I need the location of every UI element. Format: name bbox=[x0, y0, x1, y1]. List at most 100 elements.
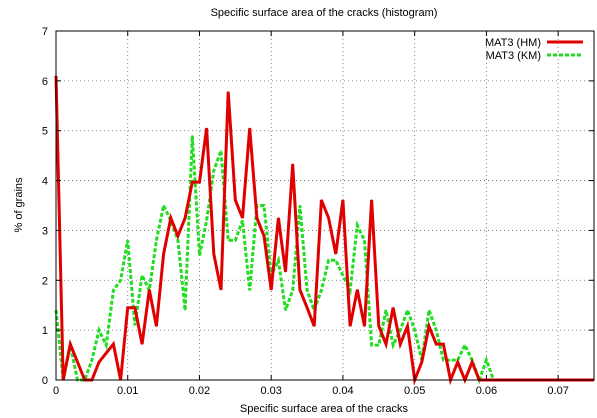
data-point-1 bbox=[241, 219, 244, 222]
data-point-0 bbox=[177, 235, 179, 237]
series-layer bbox=[54, 75, 595, 386]
data-point-0 bbox=[256, 217, 258, 219]
legend-label-0: MAT3 (HM) bbox=[485, 37, 541, 49]
data-point-0 bbox=[163, 253, 165, 255]
data-point-0 bbox=[442, 343, 444, 345]
data-point-1 bbox=[105, 344, 107, 346]
data-point-1 bbox=[356, 224, 358, 227]
y-tick-label: 2 bbox=[42, 275, 48, 287]
series-line-0 bbox=[54, 75, 594, 386]
data-point-0 bbox=[76, 361, 79, 363]
data-point-1 bbox=[449, 359, 452, 361]
data-point-1 bbox=[371, 344, 373, 346]
data-point-1 bbox=[249, 289, 251, 291]
data-point-1 bbox=[277, 259, 279, 261]
data-point-1 bbox=[213, 170, 215, 172]
data-point-0 bbox=[292, 163, 294, 165]
x-tick-label: 0.02 bbox=[189, 385, 210, 397]
y-tick-label: 6 bbox=[42, 76, 48, 88]
data-point-1 bbox=[363, 239, 366, 241]
data-point-1 bbox=[378, 344, 380, 346]
data-point-1 bbox=[184, 309, 186, 311]
data-point-0 bbox=[249, 127, 251, 129]
data-point-0 bbox=[213, 253, 215, 255]
data-point-0 bbox=[220, 289, 222, 291]
x-tick-label: 0.01 bbox=[117, 385, 138, 397]
data-point-1 bbox=[292, 289, 294, 291]
data-point-1 bbox=[320, 289, 323, 291]
data-point-0 bbox=[371, 199, 373, 201]
data-point-1 bbox=[155, 239, 158, 241]
data-point-0 bbox=[69, 343, 71, 345]
data-point-0 bbox=[284, 271, 287, 273]
data-point-0 bbox=[241, 217, 244, 219]
x-axis-label: Specific surface area of the cracks bbox=[240, 403, 409, 415]
data-point-0 bbox=[399, 343, 401, 345]
data-point-1 bbox=[299, 204, 301, 207]
data-point-0 bbox=[127, 307, 129, 309]
data-point-1 bbox=[342, 274, 344, 276]
data-point-0 bbox=[184, 217, 186, 219]
data-point-1 bbox=[127, 239, 129, 241]
data-point-0 bbox=[313, 325, 315, 327]
data-point-0 bbox=[471, 361, 473, 363]
series-line-1 bbox=[54, 135, 594, 385]
data-point-0 bbox=[342, 199, 344, 201]
data-point-0 bbox=[421, 361, 423, 363]
data-point-1 bbox=[284, 309, 287, 311]
plot-frame bbox=[55, 30, 595, 381]
data-point-0 bbox=[392, 307, 394, 309]
data-point-0 bbox=[227, 91, 229, 93]
ticks: 0 0.01 0.02 0.03 0.04 0.05 0.06 0.07 0 1 2 3 4 5 6 7 bbox=[42, 26, 594, 397]
data-point-0 bbox=[270, 289, 272, 291]
data-point-1 bbox=[435, 329, 437, 331]
data-point-0 bbox=[306, 307, 308, 309]
legend: MAT3 (HM)MAT3 (KM) bbox=[485, 37, 583, 62]
x-tick-label: 0.03 bbox=[260, 385, 281, 397]
y-axis-label: % of grains bbox=[13, 177, 25, 233]
data-point-0 bbox=[356, 289, 358, 291]
data-point-0 bbox=[263, 235, 265, 237]
data-point-0 bbox=[198, 181, 201, 183]
data-point-1 bbox=[406, 309, 409, 311]
data-point-1 bbox=[414, 329, 416, 331]
data-point-1 bbox=[112, 289, 114, 291]
data-point-0 bbox=[234, 199, 236, 201]
data-point-1 bbox=[335, 259, 337, 261]
y-tick-label: 1 bbox=[42, 325, 48, 337]
data-point-0 bbox=[277, 217, 279, 219]
data-point-1 bbox=[485, 359, 487, 361]
data-point-0 bbox=[349, 325, 351, 327]
data-point-0 bbox=[191, 181, 193, 183]
data-point-1 bbox=[141, 274, 143, 276]
data-point-1 bbox=[134, 324, 136, 326]
data-point-1 bbox=[263, 204, 265, 207]
data-point-0 bbox=[457, 361, 459, 363]
y-tick-label: 4 bbox=[42, 176, 48, 188]
data-point-1 bbox=[442, 359, 444, 361]
data-point-1 bbox=[91, 359, 93, 361]
data-point-0 bbox=[105, 352, 107, 354]
data-point-0 bbox=[320, 199, 323, 201]
data-point-0 bbox=[435, 343, 437, 345]
data-point-1 bbox=[234, 239, 236, 241]
data-point-0 bbox=[406, 325, 409, 327]
data-point-0 bbox=[112, 343, 114, 345]
data-point-1 bbox=[428, 309, 430, 311]
data-point-0 bbox=[170, 217, 172, 219]
y-tick-label: 3 bbox=[42, 225, 48, 237]
x-tick-label: 0.06 bbox=[476, 385, 497, 397]
data-point-1 bbox=[198, 254, 201, 256]
y-tick-label: 0 bbox=[42, 375, 48, 387]
x-tick-label: 0.07 bbox=[547, 385, 568, 397]
data-point-1 bbox=[98, 329, 100, 331]
y-tick-label: 7 bbox=[42, 26, 48, 38]
data-point-1 bbox=[220, 150, 222, 152]
data-point-0 bbox=[148, 289, 150, 291]
data-point-0 bbox=[428, 325, 430, 327]
data-point-0 bbox=[378, 325, 380, 327]
legend-label-1: MAT3 (KM) bbox=[486, 50, 541, 62]
data-point-1 bbox=[163, 204, 165, 207]
x-tick-label: 0.04 bbox=[332, 385, 353, 397]
